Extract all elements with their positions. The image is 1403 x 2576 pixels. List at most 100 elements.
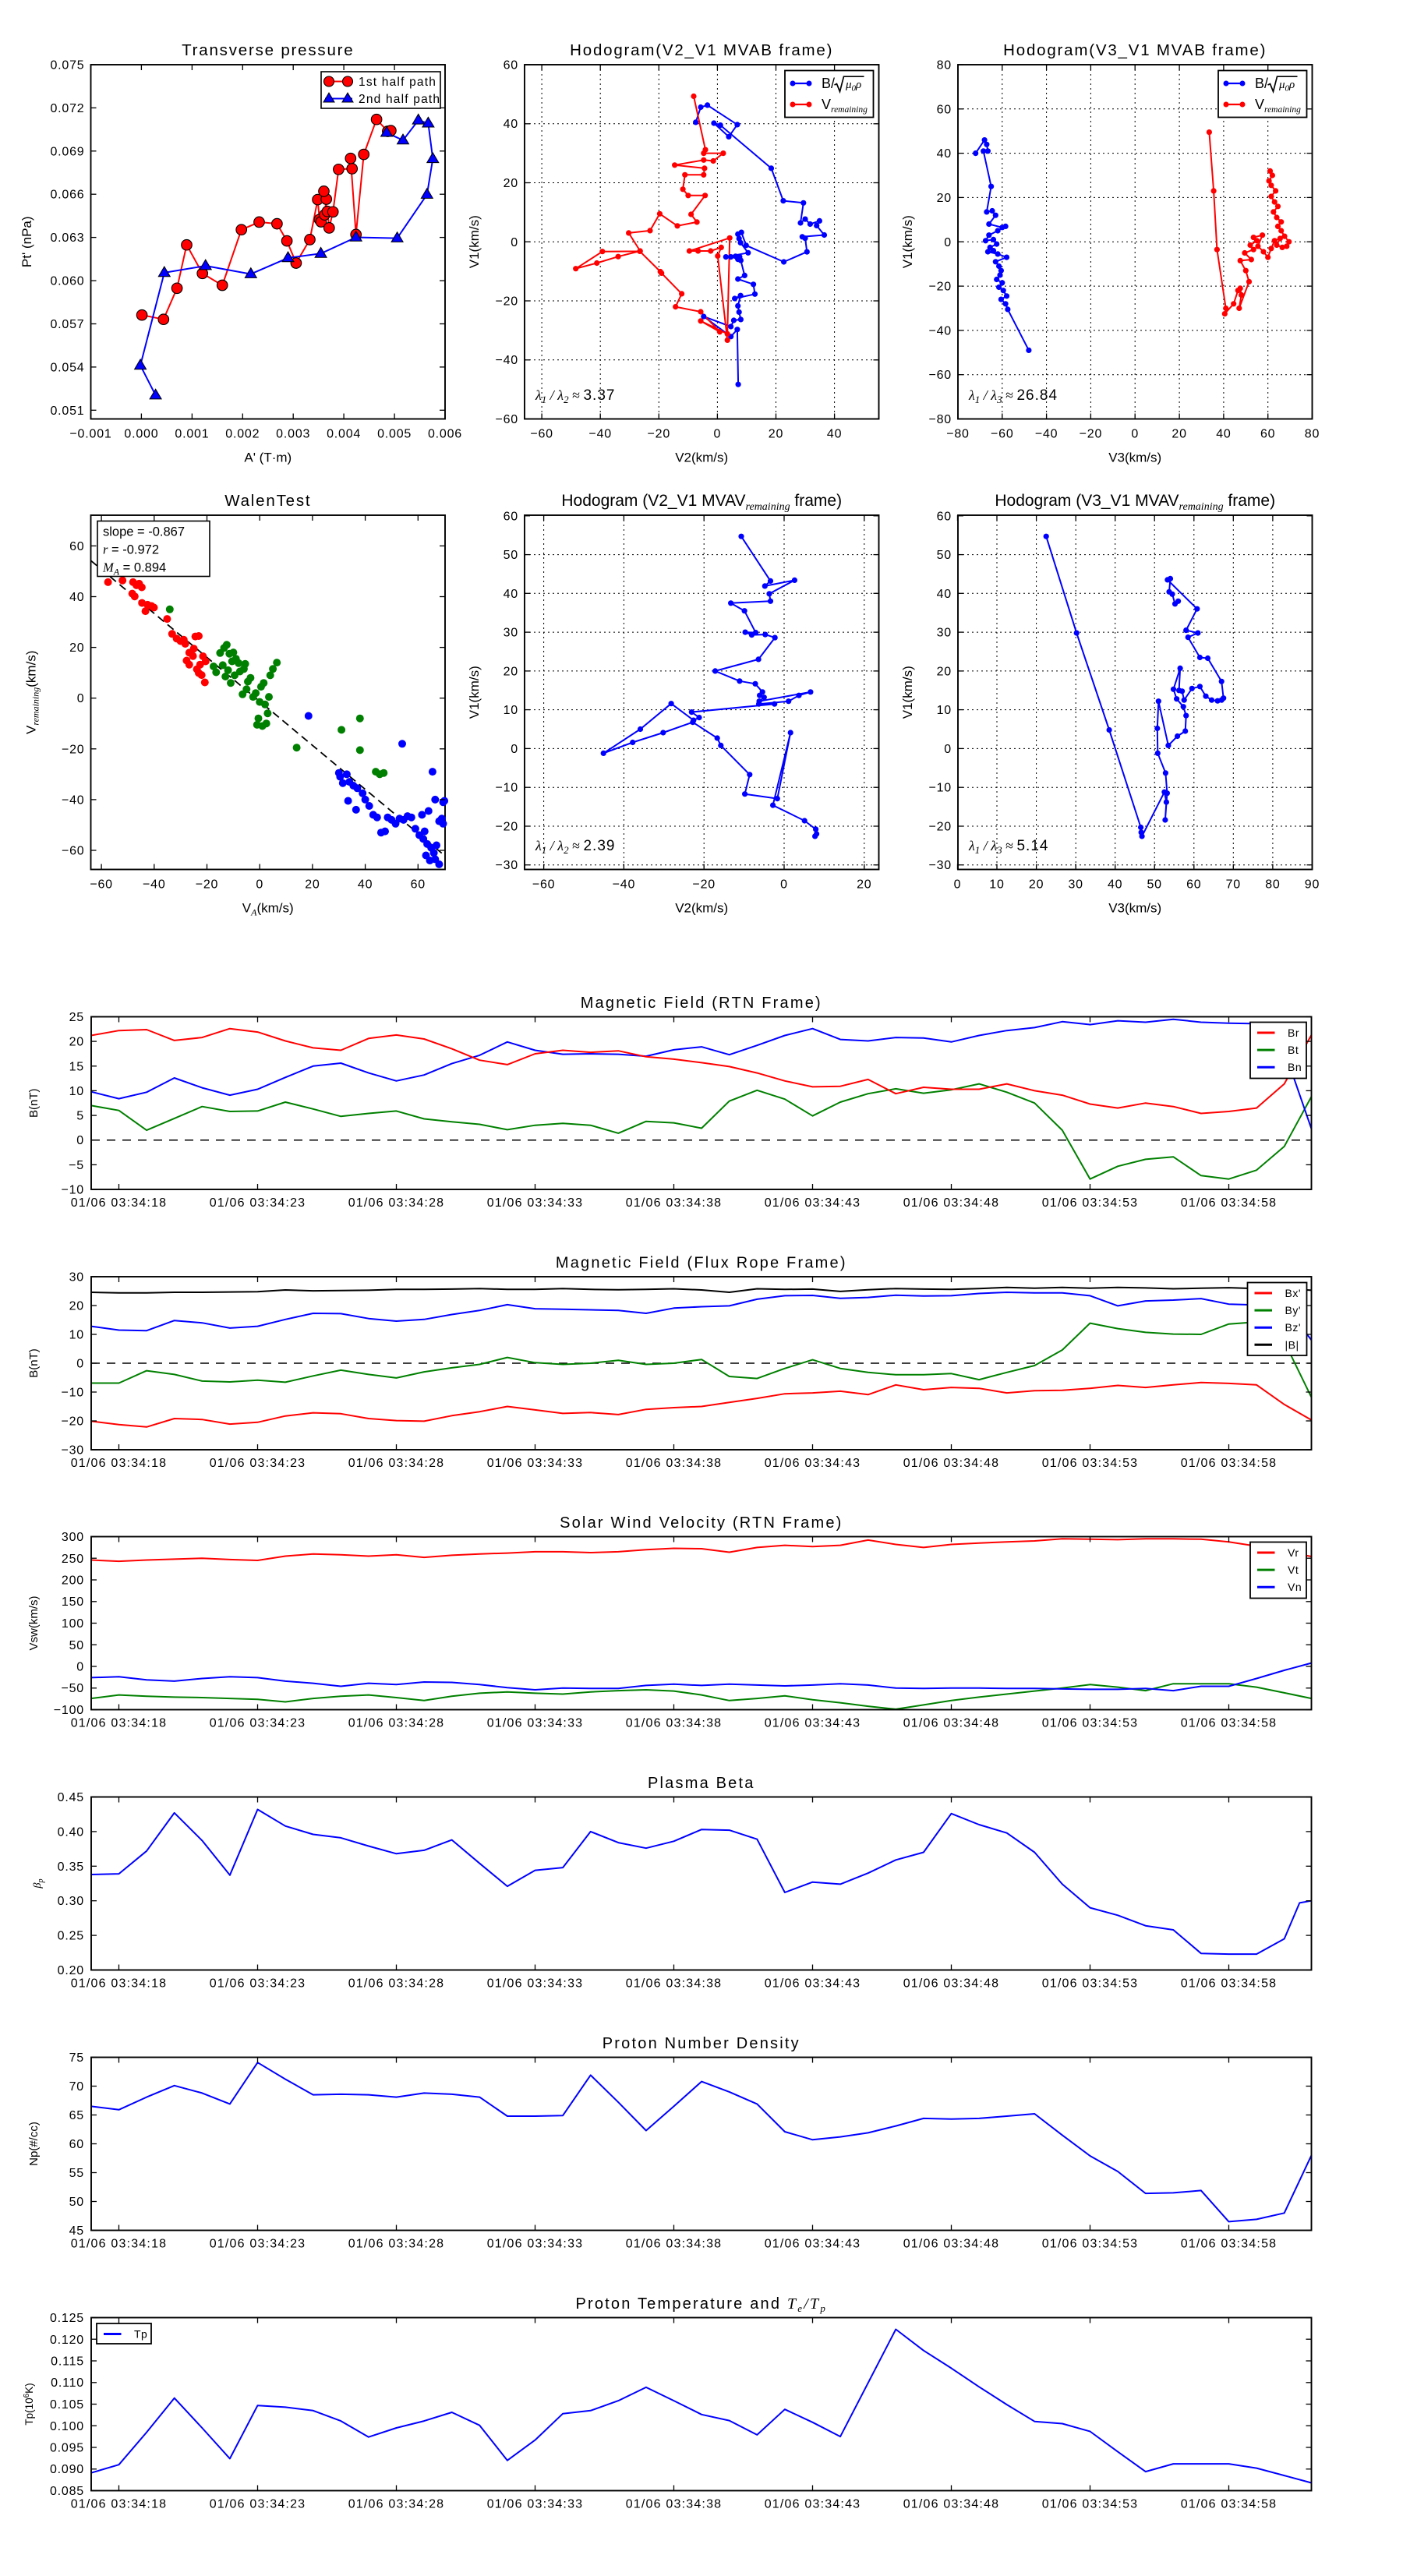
svg-text:−60: −60: [532, 878, 556, 892]
svg-text:−20: −20: [692, 878, 716, 892]
svg-text:30: 30: [69, 1271, 84, 1284]
svg-text:01/06 03:34:58: 01/06 03:34:58: [1181, 1977, 1278, 1991]
svg-text:20: 20: [69, 1300, 84, 1313]
svg-text:01/06 03:34:43: 01/06 03:34:43: [765, 1196, 861, 1210]
svg-text:V3(km/s): V3(km/s): [1108, 451, 1161, 465]
svg-text:B(nT): B(nT): [27, 1348, 41, 1378]
svg-text:B/: B/: [822, 76, 835, 91]
svg-text:01/06 03:34:53: 01/06 03:34:53: [1042, 1457, 1139, 1470]
svg-text:0.40: 0.40: [58, 1825, 84, 1839]
svg-text:−10: −10: [495, 782, 518, 795]
svg-text:65: 65: [69, 2109, 84, 2122]
svg-text:60: 60: [504, 59, 518, 72]
svg-text:50: 50: [504, 549, 518, 562]
svg-text:0.051: 0.051: [50, 405, 84, 418]
svg-text:0.002: 0.002: [225, 428, 260, 441]
svg-text:90: 90: [1305, 878, 1320, 892]
svg-text:−30: −30: [495, 859, 518, 872]
svg-text:0: 0: [1131, 428, 1139, 441]
svg-text:01/06 03:34:48: 01/06 03:34:48: [903, 2238, 1000, 2251]
svg-text:01/06 03:34:18: 01/06 03:34:18: [71, 1717, 168, 1730]
svg-text:0.35: 0.35: [58, 1860, 84, 1874]
svg-text:20: 20: [305, 878, 320, 892]
svg-text:0.120: 0.120: [50, 2334, 84, 2347]
svg-text:Magnetic Field (Flux Rope Fram: Magnetic Field (Flux Rope Frame): [556, 1255, 847, 1272]
svg-text:Bn: Bn: [1288, 1061, 1302, 1073]
svg-text:−60: −60: [90, 878, 113, 892]
svg-text:−10: −10: [928, 782, 952, 795]
svg-text:01/06 03:34:18: 01/06 03:34:18: [71, 1196, 168, 1210]
svg-text:−30: −30: [61, 1444, 84, 1458]
svg-text:01/06 03:34:28: 01/06 03:34:28: [348, 2498, 445, 2511]
svg-text:Vsw(km/s): Vsw(km/s): [27, 1596, 41, 1651]
svg-text:0.054: 0.054: [50, 361, 84, 374]
svg-text:01/06 03:34:53: 01/06 03:34:53: [1042, 2498, 1139, 2511]
svg-text:−20: −20: [1080, 428, 1103, 441]
svg-text:−60: −60: [495, 413, 518, 426]
svg-text:0.075: 0.075: [50, 59, 84, 72]
svg-text:−60: −60: [62, 845, 85, 858]
svg-text:01/06 03:34:33: 01/06 03:34:33: [487, 2498, 584, 2511]
svg-text:70: 70: [69, 2080, 84, 2094]
svg-text:0.060: 0.060: [50, 275, 84, 288]
svg-text:01/06 03:34:43: 01/06 03:34:43: [765, 1717, 861, 1730]
svg-text:−20: −20: [495, 821, 518, 834]
svg-text:0: 0: [76, 1661, 84, 1674]
svg-text:Br: Br: [1288, 1027, 1299, 1039]
svg-text:1st half path: 1st half path: [359, 76, 436, 89]
svg-text:01/06 03:34:53: 01/06 03:34:53: [1042, 1717, 1139, 1730]
svg-text:01/06 03:34:23: 01/06 03:34:23: [210, 1717, 306, 1730]
svg-text:40: 40: [504, 588, 518, 601]
svg-text:01/06 03:34:28: 01/06 03:34:28: [348, 1457, 445, 1470]
svg-text:01/06 03:34:33: 01/06 03:34:33: [487, 1977, 584, 1991]
svg-text:01/06 03:34:48: 01/06 03:34:48: [903, 1977, 1000, 1991]
svg-text:01/06 03:34:33: 01/06 03:34:33: [487, 1457, 584, 1470]
svg-text:−20: −20: [648, 428, 671, 441]
svg-text:−20: −20: [62, 743, 85, 756]
svg-text:Bt: Bt: [1288, 1044, 1299, 1056]
svg-text:0.072: 0.072: [50, 102, 84, 115]
svg-text:30: 30: [937, 627, 952, 640]
svg-text:01/06 03:34:33: 01/06 03:34:33: [487, 1717, 584, 1730]
svg-text:0: 0: [511, 743, 518, 756]
svg-text:Solar Wind Velocity (RTN Frame: Solar Wind Velocity (RTN Frame): [560, 1514, 843, 1532]
svg-text:2nd half path: 2nd half path: [359, 93, 440, 106]
svg-text:01/06 03:34:23: 01/06 03:34:23: [210, 1196, 306, 1210]
svg-text:01/06 03:34:23: 01/06 03:34:23: [210, 1977, 306, 1991]
svg-text:30: 30: [1068, 878, 1083, 892]
svg-text:01/06 03:34:48: 01/06 03:34:48: [903, 2498, 1000, 2511]
svg-text:60: 60: [504, 510, 518, 523]
svg-text:01/06 03:34:28: 01/06 03:34:28: [348, 1977, 445, 1991]
svg-text:−20: −20: [928, 281, 952, 294]
svg-text:0: 0: [944, 743, 952, 756]
svg-text:40: 40: [504, 118, 518, 131]
svg-text:150: 150: [62, 1595, 84, 1609]
svg-text:75: 75: [69, 2051, 84, 2065]
svg-text:−40: −40: [143, 878, 166, 892]
svg-text:0.45: 0.45: [58, 1791, 84, 1804]
svg-text:−10: −10: [61, 1184, 84, 1197]
svg-text:0: 0: [714, 428, 722, 441]
svg-text:20: 20: [1172, 428, 1186, 441]
svg-text:−80: −80: [946, 428, 970, 441]
svg-text:WalenTest: WalenTest: [224, 492, 311, 510]
svg-text:λ1 / λ2 ≈ 3.37: λ1 / λ2 ≈ 3.37: [535, 387, 615, 405]
svg-text:01/06 03:34:18: 01/06 03:34:18: [71, 2498, 168, 2511]
svg-text:0: 0: [256, 878, 263, 892]
svg-text:01/06 03:34:58: 01/06 03:34:58: [1181, 1457, 1278, 1470]
svg-text:80: 80: [1305, 428, 1320, 441]
svg-text:01/06 03:34:33: 01/06 03:34:33: [487, 1196, 584, 1210]
svg-text:20: 20: [69, 641, 84, 655]
svg-text:10: 10: [504, 704, 518, 717]
svg-text:−20: −20: [928, 821, 952, 834]
svg-text:Vn: Vn: [1288, 1581, 1302, 1593]
svg-text:−40: −40: [588, 428, 612, 441]
svg-text:0.100: 0.100: [50, 2420, 84, 2433]
svg-text:70: 70: [1226, 878, 1241, 892]
svg-text:20: 20: [937, 192, 952, 205]
svg-text:60: 60: [1186, 878, 1201, 892]
svg-text:Hodogram (V2_V1 MVAVremaining: Hodogram (V2_V1 MVAVremaining frame): [561, 492, 842, 513]
svg-text:VA(km/s): VA(km/s): [242, 901, 294, 918]
svg-text:0: 0: [944, 236, 952, 249]
svg-text:slope = -0.867: slope = -0.867: [103, 525, 185, 539]
